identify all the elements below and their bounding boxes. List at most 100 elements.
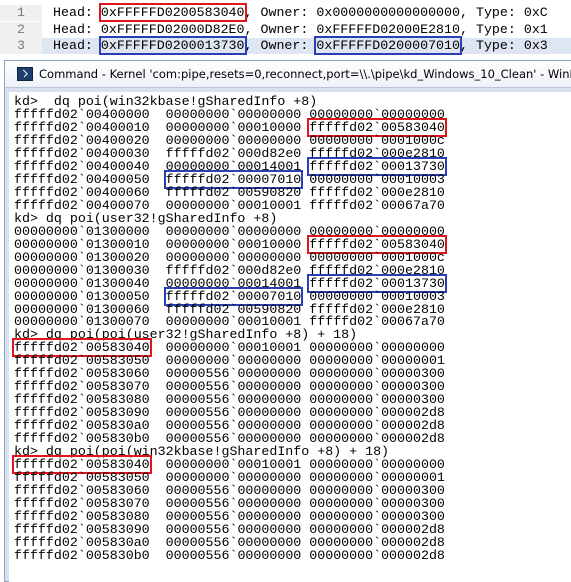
address: fffffd02`00583090 — [14, 405, 150, 421]
qword: 00000000`00000000 — [309, 223, 445, 239]
memory-row: fffffd02`00583040 00000000`00010001 0000… — [12, 455, 445, 475]
memory-row: 00000000`01300020 00000000`00000000 0000… — [14, 249, 445, 265]
qword: fffffd02`00067a70 — [309, 314, 445, 330]
text-segment: Head: — [53, 21, 101, 37]
text-segment: , Owner: — [244, 38, 317, 53]
editor-line[interactable]: 3 Head: 0xFFFFFD0200013730, Owner: 0xFFFF… — [0, 36, 571, 55]
qword: 00000000`00000300 — [309, 496, 445, 512]
qword: fffffd02`000e2810 — [309, 301, 445, 317]
highlighted-value: 0xFFFFFD0200583040 — [98, 3, 247, 22]
text-segment: 0xFFFFFD02000E2810 — [316, 21, 460, 37]
qword: 00000556`00000000 — [165, 547, 302, 563]
qword: fffffd02`00013730 — [307, 156, 447, 176]
qword: 00000000`00010001 — [165, 197, 302, 213]
memory-row: fffffd02`005830a0 00000556`00000000 0000… — [14, 536, 445, 549]
qword: 00000000`000002d8 — [309, 534, 445, 550]
command-line: kd> dq poi(poi(user32!gSharedInfo +8) + … — [14, 327, 358, 343]
editor-line[interactable]: 2 Head: 0xFFFFFD02000D82E0, Owner: 0xFFFF… — [0, 21, 571, 38]
qword: fffffd02`000d82e0 — [165, 145, 302, 161]
memory-row: fffffd02`00400010 00000000`00010000 ffff… — [14, 117, 447, 137]
memory-row: 00000000`01300050 fffffd02`00007010 0000… — [14, 286, 445, 306]
memory-row: fffffd02`00583050 00000000`00000000 0000… — [14, 471, 445, 484]
qword: fffffd02`000d82e0 — [165, 262, 302, 278]
address: 00000000`01300000 — [14, 223, 150, 239]
text-segment: , Type: 0x3 — [460, 38, 548, 53]
address: 00000000`01300060 — [14, 301, 150, 317]
qword: 00000000`000002d8 — [309, 431, 445, 447]
qword: 00000000`00000000 — [165, 353, 302, 369]
qword: 00000000`00000300 — [309, 366, 445, 382]
qword: fffffd02`00007010 — [163, 169, 304, 189]
command-line: kd> dq poi(user32!gSharedInfo +8) — [14, 210, 278, 226]
memory-row: fffffd02`00400070 00000000`00010001 ffff… — [14, 199, 445, 212]
memory-row: fffffd02`00400020 00000000`00000000 0000… — [14, 134, 445, 147]
memory-row: fffffd02`00583070 00000556`00000000 0000… — [14, 497, 445, 510]
memory-row: fffffd02`00400030 fffffd02`000d82e0 ffff… — [14, 147, 445, 160]
qword: fffffd02`00590820 — [165, 301, 302, 317]
qword: 00000556`00000000 — [165, 509, 302, 525]
memory-row: fffffd02`00583040 00000000`00010001 0000… — [12, 338, 445, 358]
qword: 00000000`00000300 — [309, 379, 445, 395]
address: fffffd02`00400060 — [14, 184, 150, 200]
text-segment: Head: — [53, 5, 101, 20]
command-line: kd> dq poi(win32kbase!gSharedInfo +8) — [14, 94, 318, 109]
qword: 00000000`000002d8 — [309, 547, 445, 563]
memory-row: 00000000`01300030 fffffd02`000d82e0 ffff… — [14, 262, 445, 278]
qword: 00000000`0001000c — [309, 132, 445, 148]
qword: fffffd02`00007010 — [163, 286, 304, 306]
qword: 00000556`00000000 — [165, 534, 302, 550]
text-segment: 0x0000000000000000 — [316, 5, 460, 20]
address: fffffd02`00400050 — [14, 171, 150, 187]
memory-row: fffffd02`00583090 00000556`00000000 0000… — [14, 523, 445, 536]
address: fffffd02`00583080 — [14, 509, 150, 525]
qword: 00000000`00000000 — [165, 132, 302, 148]
memory-row: fffffd02`00583070 00000556`00000000 0000… — [14, 380, 445, 393]
memory-row: fffffd02`00583060 00000556`00000000 0000… — [14, 484, 445, 497]
editor-line[interactable]: 1 Head: 0xFFFFFD0200583040, Owner: 0x0000… — [0, 3, 571, 22]
window-icon — [17, 67, 33, 81]
memory-row: fffffd02`00583090 00000556`00000000 0000… — [14, 406, 445, 419]
qword: fffffd02`00583040 — [307, 117, 447, 137]
text-segment: , Type: 0x1 — [460, 21, 548, 37]
address: fffffd02`00583070 — [14, 379, 150, 395]
address: 00000000`01300050 — [14, 288, 150, 304]
memory-row: 00000000`01300070 00000000`00010001 ffff… — [14, 315, 445, 328]
qword: fffffd02`00067a70 — [309, 197, 445, 213]
qword: 00000000`00010001 — [165, 314, 302, 330]
qword: 00000000`00010003 — [309, 171, 445, 187]
qword: 00000000`00010001 — [165, 340, 302, 356]
qword: 00000000`0001000c — [309, 249, 445, 265]
editor: 1 Head: 0xFFFFFD0200583040, Owner: 0x0000… — [0, 0, 571, 62]
qword: 00000000`00000000 — [165, 106, 302, 122]
memory-row: fffffd02`00583080 00000556`00000000 0000… — [14, 510, 445, 523]
qword: 00000000`00010003 — [309, 288, 445, 304]
qword: 00000000`00000000 — [165, 470, 302, 486]
title-bar[interactable]: Command - Kernel 'com:pipe,resets=0,reco… — [5, 61, 571, 88]
qword: 00000556`00000000 — [165, 366, 302, 382]
address: fffffd02`00583040 — [12, 338, 152, 358]
address: fffffd02`00400030 — [14, 145, 150, 161]
memory-row: 00000000`01300060 fffffd02`00590820 ffff… — [14, 301, 445, 317]
line-text: Head: 0xFFFFFD0200583040, Owner: 0x00000… — [53, 3, 548, 22]
address: fffffd02`00400020 — [14, 132, 150, 148]
address: fffffd02`005830a0 — [14, 534, 150, 550]
qword: 00000000`00014001 — [165, 158, 302, 174]
qword: fffffd02`000e2810 — [309, 184, 445, 200]
memory-row: fffffd02`00583050 00000000`00000000 0000… — [14, 354, 445, 367]
line-number: 2 — [0, 21, 42, 38]
address: 00000000`01300030 — [14, 262, 150, 278]
qword: 00000000`00000300 — [309, 483, 445, 499]
memory-row: fffffd02`005830b0 00000556`00000000 0000… — [14, 549, 445, 562]
qword: fffffd02`00583040 — [307, 234, 447, 254]
memory-row: fffffd02`00400050 fffffd02`00007010 0000… — [14, 169, 445, 189]
highlighted-value: 0xFFFFFD0200007010 — [314, 36, 462, 55]
qword: 00000556`00000000 — [165, 379, 302, 395]
address: fffffd02`00583090 — [14, 522, 150, 537]
address: 00000000`01300040 — [14, 275, 150, 291]
memory-row: fffffd02`00583080 00000556`00000000 0000… — [14, 393, 445, 406]
address: fffffd02`00400010 — [14, 119, 150, 135]
memory-row: 00000000`01300010 00000000`00010000 ffff… — [14, 234, 447, 254]
qword: 00000556`00000000 — [165, 418, 302, 434]
memory-row: 00000000`01300040 00000000`00014001 ffff… — [14, 273, 447, 293]
